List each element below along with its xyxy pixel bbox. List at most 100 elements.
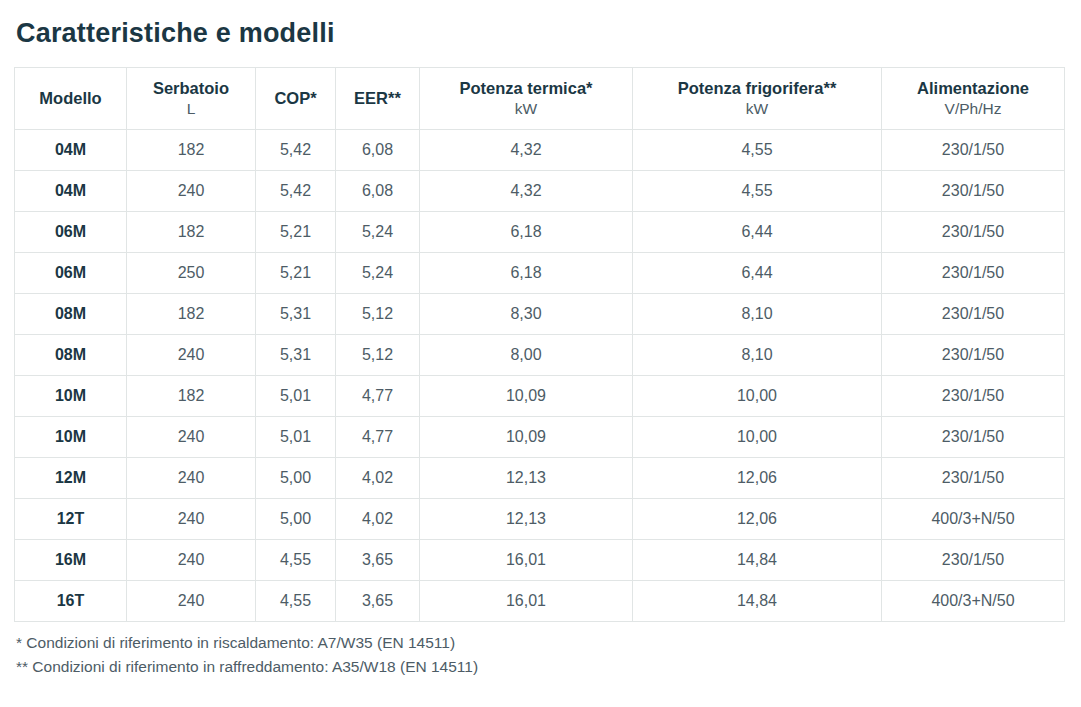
value-cell: 8,10: [633, 335, 882, 376]
value-cell: 230/1/50: [882, 376, 1065, 417]
value-cell: 5,12: [336, 335, 420, 376]
table-row: 08M2405,315,128,008,10230/1/50: [15, 335, 1065, 376]
value-cell: 5,21: [256, 212, 336, 253]
value-cell: 8,00: [420, 335, 633, 376]
value-cell: 10,00: [633, 417, 882, 458]
column-unit: V/Ph/Hz: [888, 100, 1058, 118]
model-cell: 16T: [15, 581, 127, 622]
page: Caratteristiche e modelli Modello Serbat…: [0, 0, 1081, 679]
value-cell: 400/3+N/50: [882, 499, 1065, 540]
value-cell: 14,84: [633, 540, 882, 581]
column-label: Potenza frigorifera**: [678, 79, 837, 97]
value-cell: 4,55: [633, 171, 882, 212]
table-row: 12T2405,004,0212,1312,06400/3+N/50: [15, 499, 1065, 540]
value-cell: 10,00: [633, 376, 882, 417]
page-title: Caratteristiche e modelli: [16, 16, 1067, 50]
value-cell: 400/3+N/50: [882, 581, 1065, 622]
value-cell: 16,01: [420, 581, 633, 622]
column-header-alimentazione: Alimentazione V/Ph/Hz: [882, 68, 1065, 130]
column-label: Modello: [39, 89, 101, 107]
value-cell: 5,31: [256, 294, 336, 335]
column-label: Alimentazione: [917, 79, 1029, 97]
value-cell: 10,09: [420, 376, 633, 417]
model-cell: 08M: [15, 335, 127, 376]
value-cell: 6,18: [420, 253, 633, 294]
value-cell: 5,12: [336, 294, 420, 335]
model-cell: 06M: [15, 253, 127, 294]
table-row: 06M2505,215,246,186,44230/1/50: [15, 253, 1065, 294]
model-cell: 04M: [15, 130, 127, 171]
table-row: 10M1825,014,7710,0910,00230/1/50: [15, 376, 1065, 417]
value-cell: 6,08: [336, 130, 420, 171]
table-row: 16T2404,553,6516,0114,84400/3+N/50: [15, 581, 1065, 622]
model-cell: 04M: [15, 171, 127, 212]
value-cell: 5,31: [256, 335, 336, 376]
value-cell: 4,55: [633, 130, 882, 171]
model-cell: 06M: [15, 212, 127, 253]
footnote-heating: * Condizioni di riferimento in riscaldam…: [16, 631, 1067, 655]
value-cell: 6,18: [420, 212, 633, 253]
column-unit: L: [133, 100, 249, 118]
value-cell: 3,65: [336, 540, 420, 581]
value-cell: 240: [127, 581, 256, 622]
table-row: 04M2405,426,084,324,55230/1/50: [15, 171, 1065, 212]
table-row: 06M1825,215,246,186,44230/1/50: [15, 212, 1065, 253]
value-cell: 5,42: [256, 130, 336, 171]
value-cell: 6,44: [633, 212, 882, 253]
value-cell: 10,09: [420, 417, 633, 458]
column-header-potenza-termica: Potenza termica* kW: [420, 68, 633, 130]
value-cell: 240: [127, 417, 256, 458]
value-cell: 4,55: [256, 540, 336, 581]
column-header-potenza-frigorifera: Potenza frigorifera** kW: [633, 68, 882, 130]
model-cell: 10M: [15, 417, 127, 458]
table-row: 10M2405,014,7710,0910,00230/1/50: [15, 417, 1065, 458]
footnote-cooling: ** Condizioni di riferimento in raffredd…: [16, 655, 1067, 679]
value-cell: 8,10: [633, 294, 882, 335]
value-cell: 230/1/50: [882, 171, 1065, 212]
value-cell: 182: [127, 212, 256, 253]
value-cell: 14,84: [633, 581, 882, 622]
value-cell: 12,06: [633, 458, 882, 499]
table-row: 04M1825,426,084,324,55230/1/50: [15, 130, 1065, 171]
value-cell: 12,06: [633, 499, 882, 540]
column-unit: kW: [426, 100, 626, 118]
value-cell: 12,13: [420, 458, 633, 499]
value-cell: 240: [127, 540, 256, 581]
column-label: Potenza termica*: [460, 79, 593, 97]
value-cell: 5,24: [336, 253, 420, 294]
value-cell: 230/1/50: [882, 253, 1065, 294]
value-cell: 16,01: [420, 540, 633, 581]
spec-table: Modello Serbatoio L COP* EER** Potenza t…: [14, 67, 1065, 622]
value-cell: 5,01: [256, 417, 336, 458]
value-cell: 5,00: [256, 458, 336, 499]
model-cell: 12T: [15, 499, 127, 540]
value-cell: 5,42: [256, 171, 336, 212]
column-header-cop: COP*: [256, 68, 336, 130]
value-cell: 230/1/50: [882, 417, 1065, 458]
column-header-eer: EER**: [336, 68, 420, 130]
model-cell: 08M: [15, 294, 127, 335]
value-cell: 4,77: [336, 376, 420, 417]
value-cell: 4,77: [336, 417, 420, 458]
value-cell: 6,08: [336, 171, 420, 212]
table-row: 12M2405,004,0212,1312,06230/1/50: [15, 458, 1065, 499]
value-cell: 4,02: [336, 458, 420, 499]
value-cell: 5,21: [256, 253, 336, 294]
column-label: EER**: [354, 89, 401, 107]
value-cell: 240: [127, 458, 256, 499]
column-unit: kW: [639, 100, 875, 118]
value-cell: 230/1/50: [882, 458, 1065, 499]
model-cell: 10M: [15, 376, 127, 417]
column-label: Serbatoio: [153, 79, 229, 97]
value-cell: 250: [127, 253, 256, 294]
table-body: 04M1825,426,084,324,55230/1/5004M2405,42…: [15, 130, 1065, 622]
model-cell: 12M: [15, 458, 127, 499]
value-cell: 3,65: [336, 581, 420, 622]
value-cell: 8,30: [420, 294, 633, 335]
value-cell: 240: [127, 171, 256, 212]
header-row: Modello Serbatoio L COP* EER** Potenza t…: [15, 68, 1065, 130]
value-cell: 240: [127, 335, 256, 376]
column-header-serbatoio: Serbatoio L: [127, 68, 256, 130]
table-header: Modello Serbatoio L COP* EER** Potenza t…: [15, 68, 1065, 130]
value-cell: 5,00: [256, 499, 336, 540]
